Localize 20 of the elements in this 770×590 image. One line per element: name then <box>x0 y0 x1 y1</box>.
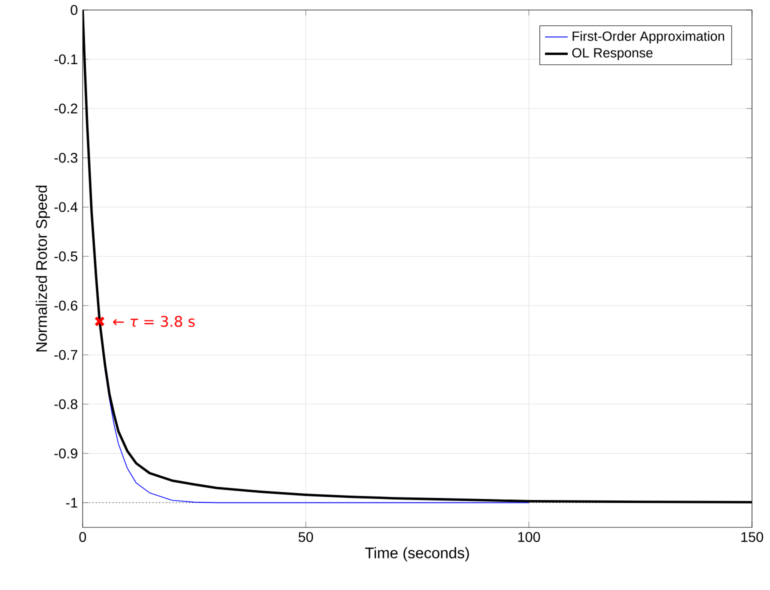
y-tick-label: -0.2 <box>54 104 78 114</box>
x-axis-title: Time (seconds) <box>365 547 469 562</box>
y-tick-label: -0.1 <box>54 54 78 64</box>
y-tick-label: -0.9 <box>54 448 78 458</box>
x-tick-label: 100 <box>518 532 540 542</box>
y-tick-label: -0.3 <box>54 152 78 163</box>
y-tick-label: -0.6 <box>54 300 78 311</box>
legend-label: OL Response <box>572 48 653 60</box>
y-tick-label: 0 <box>70 5 78 15</box>
y-tick-label: -0.8 <box>54 399 78 410</box>
y-axis-title: Normalized Rotor Speed <box>36 186 50 352</box>
x-tick-label: 50 <box>298 532 314 542</box>
x-tick-label: 150 <box>741 532 764 542</box>
y-tick-label: -0.7 <box>54 350 78 360</box>
legend-label: First-Order Approximation <box>572 31 724 44</box>
y-tick-label: -0.4 <box>54 202 78 212</box>
annotation: ← τ = 3.8 s <box>113 316 195 327</box>
y-tick-label: -1 <box>66 498 78 508</box>
y-tick-label: -0.5 <box>54 251 78 262</box>
x-tick-label: 0 <box>79 532 86 542</box>
